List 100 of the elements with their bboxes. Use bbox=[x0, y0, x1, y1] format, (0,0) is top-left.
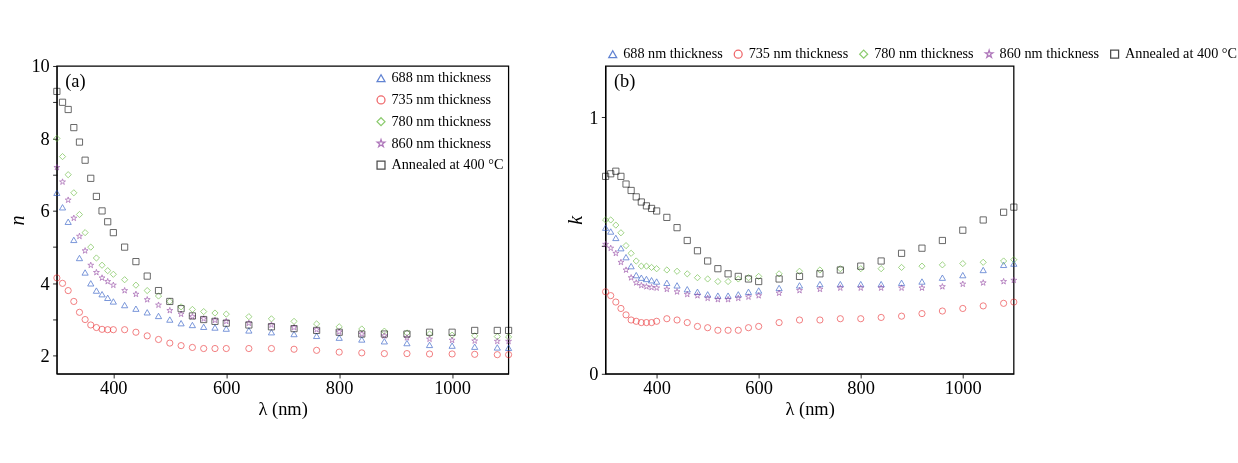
point bbox=[64, 171, 72, 179]
point bbox=[121, 326, 129, 334]
point bbox=[979, 216, 987, 224]
point bbox=[816, 270, 824, 278]
point bbox=[109, 270, 117, 278]
point bbox=[648, 283, 655, 291]
point bbox=[92, 254, 100, 262]
point bbox=[704, 291, 712, 298]
point bbox=[70, 214, 78, 222]
point bbox=[200, 308, 208, 316]
point bbox=[104, 326, 112, 334]
point bbox=[648, 204, 656, 212]
point bbox=[109, 326, 117, 334]
legend-label: Annealed at 400 °C bbox=[391, 156, 504, 173]
point bbox=[857, 315, 865, 323]
point bbox=[755, 292, 763, 299]
point bbox=[693, 274, 701, 282]
point bbox=[358, 325, 366, 333]
legend-label: 860 nm thickness bbox=[999, 45, 1100, 62]
point bbox=[714, 278, 722, 286]
point bbox=[290, 345, 298, 353]
point bbox=[121, 287, 128, 294]
point bbox=[471, 332, 479, 340]
point bbox=[648, 319, 656, 327]
point bbox=[617, 258, 625, 266]
point bbox=[403, 350, 411, 358]
point bbox=[663, 279, 671, 286]
point bbox=[59, 98, 67, 106]
point bbox=[877, 280, 885, 288]
point bbox=[188, 305, 196, 313]
legend-label: 860 nm thickness bbox=[391, 134, 492, 151]
point bbox=[939, 283, 946, 290]
point bbox=[93, 268, 100, 276]
point bbox=[98, 261, 106, 269]
point bbox=[403, 339, 411, 347]
point bbox=[1000, 208, 1008, 216]
point bbox=[816, 266, 824, 274]
point bbox=[76, 232, 83, 240]
point bbox=[683, 319, 691, 327]
point bbox=[155, 301, 162, 308]
point bbox=[938, 307, 946, 315]
point bbox=[53, 134, 61, 142]
point bbox=[622, 266, 630, 273]
point bbox=[104, 267, 112, 275]
y-axis-title: k bbox=[563, 214, 586, 225]
point bbox=[836, 315, 844, 323]
point bbox=[607, 170, 615, 178]
point bbox=[335, 348, 343, 356]
point bbox=[143, 287, 151, 295]
point bbox=[959, 260, 967, 268]
point bbox=[795, 272, 804, 280]
point bbox=[755, 278, 763, 286]
point bbox=[857, 280, 865, 288]
point bbox=[795, 267, 804, 275]
point bbox=[602, 288, 610, 296]
point bbox=[898, 249, 906, 257]
point bbox=[632, 193, 640, 201]
point bbox=[92, 287, 100, 294]
point bbox=[505, 344, 513, 351]
point bbox=[673, 224, 681, 232]
point bbox=[121, 276, 129, 284]
point bbox=[1010, 256, 1018, 264]
point bbox=[627, 263, 635, 270]
point bbox=[313, 346, 321, 354]
point bbox=[290, 317, 298, 325]
point bbox=[959, 226, 967, 234]
point bbox=[166, 306, 174, 314]
point bbox=[704, 275, 712, 283]
point bbox=[143, 272, 151, 280]
point bbox=[795, 316, 804, 324]
point bbox=[617, 229, 625, 237]
point bbox=[775, 319, 783, 327]
point bbox=[335, 334, 343, 341]
point bbox=[816, 316, 824, 324]
point bbox=[471, 343, 479, 350]
point bbox=[612, 167, 620, 175]
point bbox=[87, 261, 95, 269]
point bbox=[627, 186, 635, 194]
point bbox=[70, 236, 78, 243]
point bbox=[704, 257, 712, 265]
point bbox=[98, 207, 106, 215]
point bbox=[290, 330, 298, 338]
point bbox=[87, 174, 95, 182]
point bbox=[836, 280, 844, 288]
point bbox=[918, 284, 926, 291]
point bbox=[795, 282, 804, 289]
point bbox=[267, 315, 275, 323]
point bbox=[673, 288, 681, 295]
point bbox=[898, 279, 906, 286]
point bbox=[505, 333, 513, 341]
point bbox=[200, 345, 208, 353]
point bbox=[637, 319, 645, 327]
point bbox=[724, 295, 732, 303]
point bbox=[617, 304, 625, 312]
point bbox=[714, 295, 722, 303]
point bbox=[188, 321, 196, 329]
point bbox=[704, 294, 712, 302]
point bbox=[755, 322, 763, 330]
point bbox=[938, 274, 946, 281]
point bbox=[403, 334, 411, 341]
